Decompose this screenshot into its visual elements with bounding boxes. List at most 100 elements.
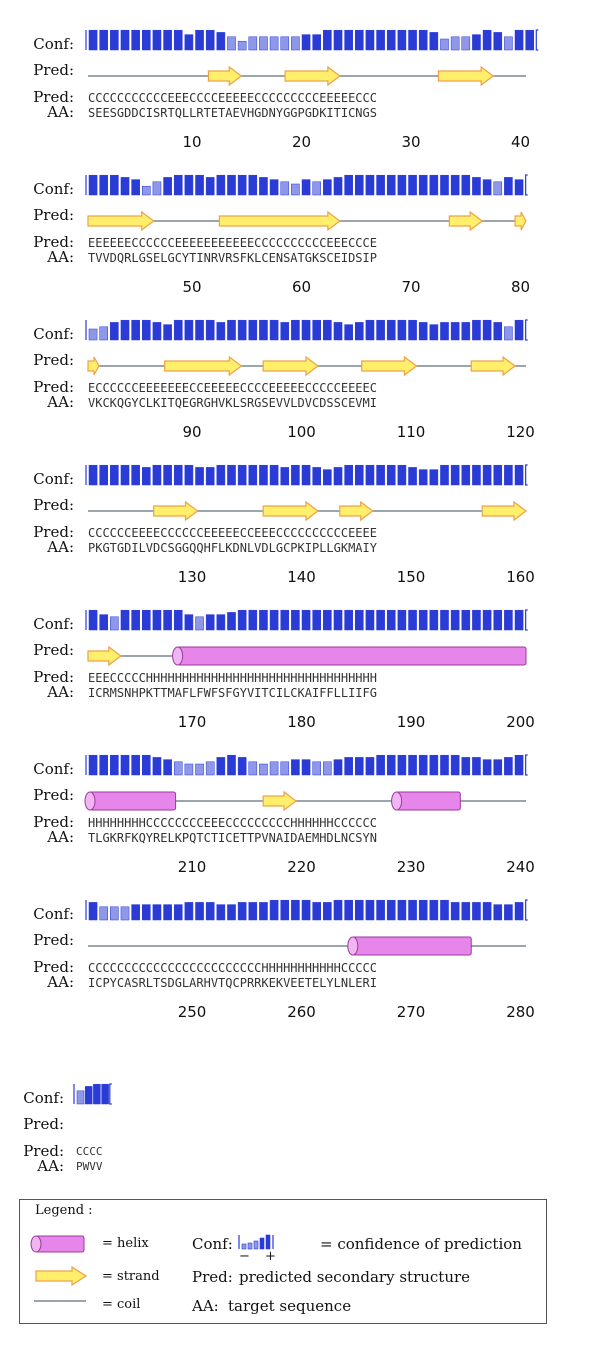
confidence-bar	[344, 899, 353, 921]
helix-cap	[347, 936, 359, 956]
confidence-bar	[142, 904, 151, 921]
confidence-bar	[525, 29, 534, 51]
confidence-bar	[493, 464, 503, 486]
confidence-bar	[482, 609, 492, 631]
confidence-bar	[429, 754, 439, 776]
predicted-ss-string: CCCC	[76, 1145, 103, 1158]
confidence-bar	[269, 319, 279, 341]
position-tick: 270	[396, 1003, 426, 1021]
confidence-bar	[440, 174, 449, 196]
pred-label: Pred:	[33, 496, 74, 514]
strand-arrow	[262, 790, 298, 812]
confidence-bar	[397, 899, 407, 921]
confidence-bars	[85, 899, 528, 921]
confidence-bar	[88, 609, 98, 631]
confidence-bar	[440, 609, 449, 631]
secondary-structure-track	[87, 355, 526, 377]
confidence-bar	[355, 29, 364, 51]
strand-arrow	[339, 500, 374, 522]
confidence-bar	[408, 319, 417, 341]
confidence-bar	[173, 319, 183, 341]
pred-label: Pred:	[33, 351, 74, 369]
confidence-bar	[365, 29, 375, 51]
confidence-bar	[482, 319, 492, 341]
sequence-block: Conf: Pred: Pred: AA: CCCCCCCCCCCEEECCCCEEEE…	[0, 28, 600, 153]
strand-arrow	[437, 65, 495, 87]
pred-label: Pred:	[23, 1115, 64, 1133]
confidence-bar	[131, 179, 140, 196]
confidence-bar	[76, 1090, 85, 1105]
strand-arrow	[262, 355, 319, 377]
aa-sequence: TVVDQRLGSELGCYTINRVRSFKLCENSATGKSCEIDSIP	[88, 251, 377, 265]
confidence-bars	[73, 1083, 112, 1105]
position-tick: 210	[177, 858, 207, 876]
confidence-bar	[88, 328, 98, 341]
confidence-bar	[216, 904, 226, 921]
position-tick: 180	[287, 713, 316, 731]
confidence-bar	[472, 319, 481, 341]
confidence-bar	[461, 322, 471, 341]
pred-label: Pred:	[33, 641, 74, 659]
confidence-bar	[88, 174, 98, 196]
confidence-bar	[184, 464, 194, 486]
sequence-block: Conf: Pred: Pred: AA: CCCCCCEEEECCCCCCEEEEEC…	[0, 463, 600, 588]
confidence-bar	[418, 899, 428, 921]
strand-arrow	[470, 355, 517, 377]
secondary-structure-track	[84, 790, 526, 812]
confidence-bars	[85, 29, 539, 51]
confidence-bar	[514, 754, 524, 776]
confidence-bar	[131, 29, 140, 51]
confidence-bar	[376, 754, 385, 776]
confidence-bar	[195, 763, 204, 776]
aa-sequence: VKCKQGYCLKITQEGRGHVKLSRGSEVVLDVCDSSCEVMI	[88, 396, 377, 410]
confidence-bar	[504, 609, 513, 631]
confidence-bar	[514, 29, 524, 51]
confidence-bar	[514, 902, 524, 921]
pred-label: Pred:	[33, 786, 74, 804]
confidence-bar	[131, 609, 140, 631]
strand-arrow	[448, 210, 484, 232]
confidence-bar	[152, 322, 162, 341]
confidence-bar	[472, 464, 481, 486]
confidence-bar	[333, 899, 343, 921]
confidence-bar	[120, 906, 130, 921]
confidence-bar	[301, 899, 311, 921]
confidence-bar	[259, 319, 268, 341]
aa-label: AA:	[47, 973, 74, 991]
confidence-bar	[301, 464, 311, 486]
confidence-bar	[280, 899, 290, 921]
confidence-bar	[472, 902, 481, 921]
confidence-bar	[195, 29, 204, 51]
confidence-bar	[408, 754, 417, 776]
confidence-bar	[152, 29, 162, 51]
confidence-bar	[386, 899, 396, 921]
confidence-bar	[195, 319, 204, 341]
position-tick: 150	[396, 568, 426, 586]
confidence-bar	[237, 174, 247, 196]
confidence-bar	[323, 761, 332, 776]
confidence-bar	[504, 177, 513, 196]
confidence-bar	[142, 609, 151, 631]
confidence-bar	[227, 319, 236, 341]
position-tick: 60	[291, 278, 312, 296]
confidence-bar	[418, 322, 428, 341]
confidence-bar	[429, 469, 439, 486]
confidence-bar	[93, 1083, 101, 1105]
confidence-bar	[450, 36, 460, 51]
secondary-structure-track	[88, 936, 526, 956]
helix-cylinder	[89, 791, 177, 811]
strand-arrow	[218, 210, 341, 232]
confidence-bar	[482, 29, 492, 51]
confidence-bar	[88, 29, 98, 51]
confidence-bar	[493, 181, 503, 196]
confidence-bar	[99, 464, 108, 486]
position-tick: 170	[177, 713, 207, 731]
confidence-bar	[482, 464, 492, 486]
pred-label: Pred:	[33, 233, 74, 251]
confidence-bar	[365, 609, 375, 631]
confidence-bar	[504, 757, 513, 776]
confidence-bar	[514, 319, 524, 341]
confidence-bar	[84, 1086, 93, 1105]
legend-pred-label: Pred:	[192, 1268, 233, 1286]
position-tick: 110	[396, 423, 426, 441]
